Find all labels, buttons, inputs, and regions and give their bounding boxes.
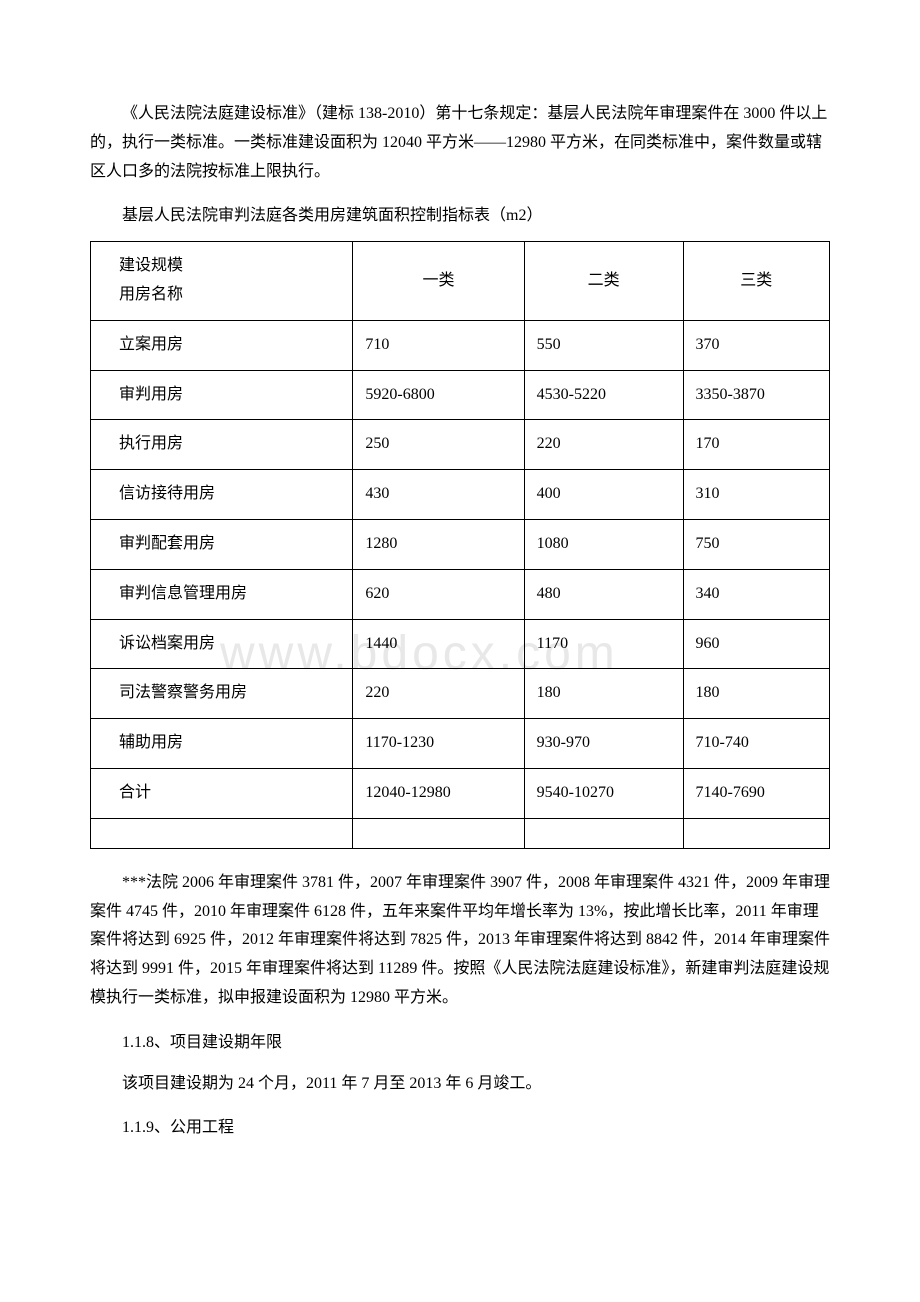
- cell: 220: [524, 420, 683, 470]
- table-row: 执行用房 250 220 170: [91, 420, 830, 470]
- cell: 1080: [524, 519, 683, 569]
- table-row: 审判用房 5920-6800 4530-5220 3350-3870: [91, 370, 830, 420]
- header-col3: 三类: [683, 242, 829, 321]
- cell: 960: [683, 619, 829, 669]
- row-label: 合计: [91, 768, 353, 818]
- row-label: 审判用房: [91, 370, 353, 420]
- table-row: 司法警察警务用房 220 180 180: [91, 669, 830, 719]
- row-label: 司法警察警务用房: [91, 669, 353, 719]
- construction-period-paragraph: 该项目建设期为 24 个月，2011 年 7 月至 2013 年 6 月竣工。: [90, 1070, 830, 1099]
- table-row: 审判配套用房 1280 1080 750: [91, 519, 830, 569]
- cell: 12040-12980: [353, 768, 524, 818]
- row-label: 信访接待用房: [91, 470, 353, 520]
- cell: 400: [524, 470, 683, 520]
- row-label: 审判信息管理用房: [91, 569, 353, 619]
- cell: 370: [683, 320, 829, 370]
- cell: 5920-6800: [353, 370, 524, 420]
- table-row: 审判信息管理用房 620 480 340: [91, 569, 830, 619]
- cell: 750: [683, 519, 829, 569]
- table-row: 立案用房 710 550 370: [91, 320, 830, 370]
- section-118-heading: 1.1.8、项目建设期年限: [90, 1029, 830, 1058]
- cell: 1170: [524, 619, 683, 669]
- cell: 1280: [353, 519, 524, 569]
- cell: 4530-5220: [524, 370, 683, 420]
- cell: 180: [683, 669, 829, 719]
- cell: 710-740: [683, 719, 829, 769]
- cell: 930-970: [524, 719, 683, 769]
- table-row: 辅助用房 1170-1230 930-970 710-740: [91, 719, 830, 769]
- case-stats-paragraph: ***法院 2006 年审理案件 3781 件，2007 年审理案件 3907 …: [90, 869, 830, 1013]
- row-label: 执行用房: [91, 420, 353, 470]
- cell: 180: [524, 669, 683, 719]
- cell: 430: [353, 470, 524, 520]
- row-label: 诉讼档案用房: [91, 619, 353, 669]
- cell: 9540-10270: [524, 768, 683, 818]
- cell: 1170-1230: [353, 719, 524, 769]
- cell: 710: [353, 320, 524, 370]
- cell: 7140-7690: [683, 768, 829, 818]
- header-col2: 二类: [524, 242, 683, 321]
- table-header-row: 建设规模 用房名称 一类 二类 三类: [91, 242, 830, 321]
- header-rowlabel: 建设规模 用房名称: [91, 242, 353, 321]
- row-label: 辅助用房: [91, 719, 353, 769]
- intro-paragraph: 《人民法院法庭建设标准》（建标 138-2010）第十七条规定：基层人民法院年审…: [90, 100, 830, 186]
- section-119-heading: 1.1.9、公用工程: [90, 1114, 830, 1143]
- header-col1: 一类: [353, 242, 524, 321]
- cell: 220: [353, 669, 524, 719]
- table-row: 信访接待用房 430 400 310: [91, 470, 830, 520]
- table-row: 合计 12040-12980 9540-10270 7140-7690: [91, 768, 830, 818]
- area-standards-table: 建设规模 用房名称 一类 二类 三类 立案用房 710 550 370 审判用房…: [90, 241, 830, 849]
- row-label: 立案用房: [91, 320, 353, 370]
- table-title: 基层人民法院审判法庭各类用房建筑面积控制指标表（m2）: [90, 202, 830, 231]
- cell: 170: [683, 420, 829, 470]
- cell: 1440: [353, 619, 524, 669]
- cell: 620: [353, 569, 524, 619]
- cell: 480: [524, 569, 683, 619]
- cell: 310: [683, 470, 829, 520]
- cell: 550: [524, 320, 683, 370]
- cell: 3350-3870: [683, 370, 829, 420]
- cell: 250: [353, 420, 524, 470]
- table-empty-row: [91, 818, 830, 848]
- row-label: 审判配套用房: [91, 519, 353, 569]
- table-row: 诉讼档案用房 1440 1170 960: [91, 619, 830, 669]
- cell: 340: [683, 569, 829, 619]
